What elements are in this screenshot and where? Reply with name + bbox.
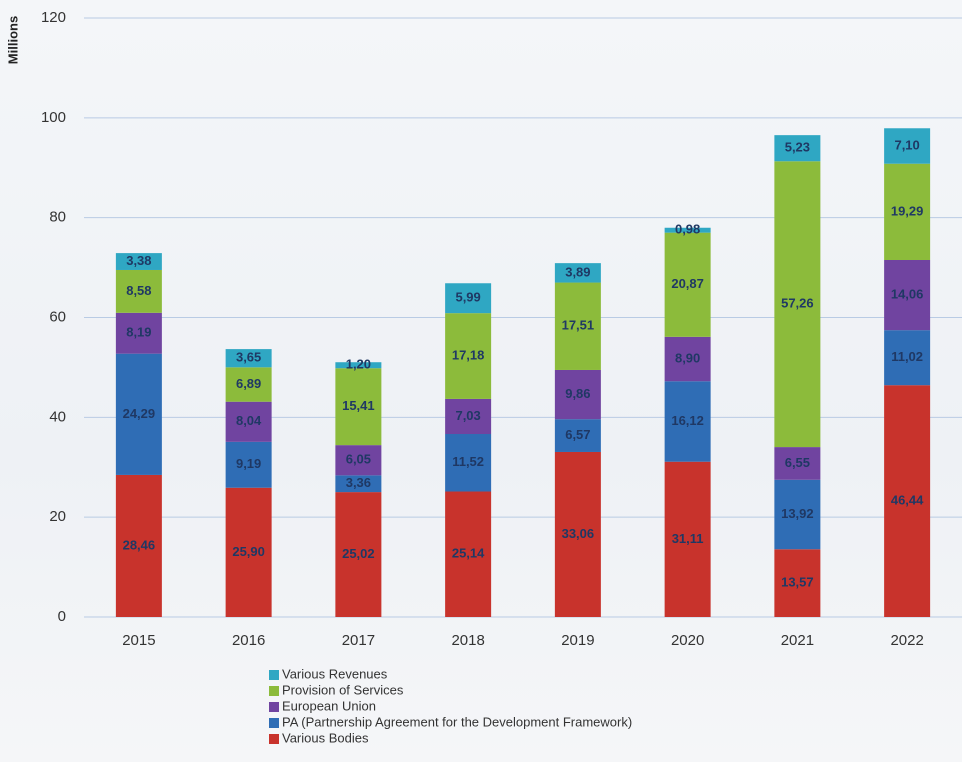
data-label: 5,99 [455, 290, 480, 305]
y-tick-label: 60 [49, 308, 66, 325]
x-tick-label: 2022 [890, 632, 923, 649]
data-label: 19,29 [891, 203, 924, 218]
data-label: 3,65 [236, 350, 261, 365]
x-tick-label: 2020 [671, 632, 704, 649]
x-tick-label: 2016 [232, 632, 265, 649]
legend-label: PA (Partnership Agreement for the Develo… [282, 714, 632, 729]
data-label: 31,11 [672, 531, 704, 546]
data-label: 9,19 [236, 456, 261, 471]
data-label: 6,55 [785, 455, 810, 470]
data-label: 8,04 [236, 413, 262, 428]
data-label: 3,89 [565, 264, 590, 279]
data-label: 25,90 [232, 544, 265, 559]
y-axis-label: Millions [5, 16, 20, 64]
x-tick-label: 2015 [122, 632, 155, 649]
legend-swatch [269, 686, 279, 696]
legend-swatch [269, 718, 279, 728]
y-tick-label: 20 [49, 508, 66, 525]
data-label: 11,52 [452, 454, 484, 469]
data-label: 6,57 [565, 427, 590, 442]
x-tick-label: 2017 [342, 632, 375, 649]
legend-label: European Union [282, 698, 376, 713]
legend-label: Provision of Services [282, 682, 404, 697]
data-label: 8,58 [126, 283, 151, 298]
data-label: 8,19 [126, 325, 151, 340]
legend-swatch [269, 734, 279, 744]
data-label: 3,38 [126, 253, 151, 268]
data-label: 7,10 [894, 137, 919, 152]
data-label: 14,06 [891, 287, 924, 302]
data-label: 13,92 [781, 506, 814, 521]
y-tick-label: 120 [41, 9, 66, 26]
data-label: 6,89 [236, 376, 261, 391]
x-tick-label: 2018 [451, 632, 484, 649]
y-tick-label: 80 [49, 209, 66, 226]
legend-label: Various Bodies [282, 730, 369, 745]
chart: Millions 0 20 40 60 80 100 120 2015 28,46 24,29 8,… [0, 0, 962, 762]
data-label: 25,02 [342, 546, 375, 561]
data-label: 5,23 [785, 140, 810, 155]
data-label: 17,51 [562, 318, 595, 333]
data-label: 57,26 [781, 296, 814, 311]
data-label: 13,57 [781, 575, 814, 590]
data-label: 25,14 [452, 546, 485, 561]
data-label: 20,87 [671, 276, 704, 291]
data-label: 28,46 [123, 537, 156, 552]
data-label: 0,98 [675, 222, 700, 237]
data-label: 1,20 [346, 357, 371, 372]
data-label: 11,02 [891, 349, 923, 364]
data-label: 33,06 [562, 526, 595, 541]
legend-swatch [269, 670, 279, 680]
x-tick-label: 2019 [561, 632, 594, 649]
data-label: 24,29 [123, 406, 156, 421]
y-tick-label: 100 [41, 109, 66, 126]
data-label: 17,18 [452, 347, 485, 362]
data-label: 3,36 [346, 475, 371, 490]
data-label: 7,03 [455, 408, 480, 423]
legend-label: Various Revenues [282, 666, 388, 681]
y-tick-label: 40 [49, 408, 66, 425]
data-label: 15,41 [342, 398, 375, 413]
y-tick-label: 0 [58, 608, 66, 625]
legend-swatch [269, 702, 279, 712]
data-label: 6,05 [346, 452, 371, 467]
x-tick-label: 2021 [781, 632, 814, 649]
data-label: 8,90 [675, 350, 700, 365]
data-label: 46,44 [891, 493, 924, 508]
data-label: 9,86 [565, 386, 590, 401]
data-label: 16,12 [671, 413, 704, 428]
